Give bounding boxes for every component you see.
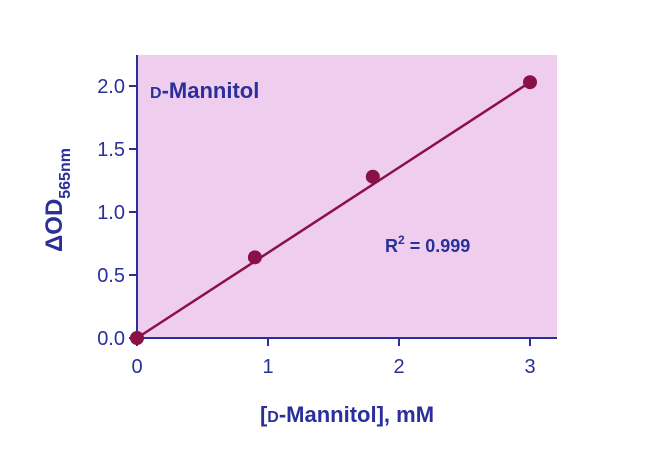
y-axis-ticks: 0.0 0.5 1.0 1.5 2.0 xyxy=(97,76,137,350)
annotation-rest: = 0.999 xyxy=(405,236,471,256)
x-axis-title-prefix: D xyxy=(267,409,279,426)
y-axis-title-main: ΔOD xyxy=(41,199,68,252)
y-tick-label: 2.0 xyxy=(97,76,125,98)
plot-area xyxy=(137,55,557,338)
y-axis-title: ΔOD565nm xyxy=(41,148,74,252)
x-axis-title-rest: -Mannitol], mM xyxy=(279,402,434,427)
x-axis-title-open: [ xyxy=(260,402,268,427)
x-tick-label: 0 xyxy=(131,356,142,378)
inset-title-rest: -Mannitol xyxy=(162,78,260,103)
data-point xyxy=(523,75,537,90)
y-tick-label: 0.0 xyxy=(97,328,125,350)
annotation-sup: 2 xyxy=(398,233,405,247)
inset-title: D-Mannitol xyxy=(150,78,259,103)
x-tick-label: 1 xyxy=(262,356,273,378)
y-tick-label: 1.0 xyxy=(97,202,125,224)
y-tick-label: 1.5 xyxy=(97,139,125,161)
data-point xyxy=(130,331,144,345)
fit-line xyxy=(136,81,531,340)
x-tick-label: 3 xyxy=(524,356,535,378)
data-point xyxy=(365,169,380,184)
x-axis-ticks: 0 1 2 3 xyxy=(131,338,536,378)
inset-title-prefix: D xyxy=(150,85,162,102)
x-axis-title: [D-Mannitol], mM xyxy=(260,402,434,427)
y-tick-label: 0.5 xyxy=(97,265,125,287)
r-squared-annotation: R2 = 0.999 xyxy=(385,233,470,256)
data-points xyxy=(130,75,537,345)
data-point xyxy=(247,250,262,265)
annotation-main: R xyxy=(385,236,398,256)
x-tick-label: 2 xyxy=(393,356,404,378)
y-axis-title-sub: 565nm xyxy=(57,148,74,199)
